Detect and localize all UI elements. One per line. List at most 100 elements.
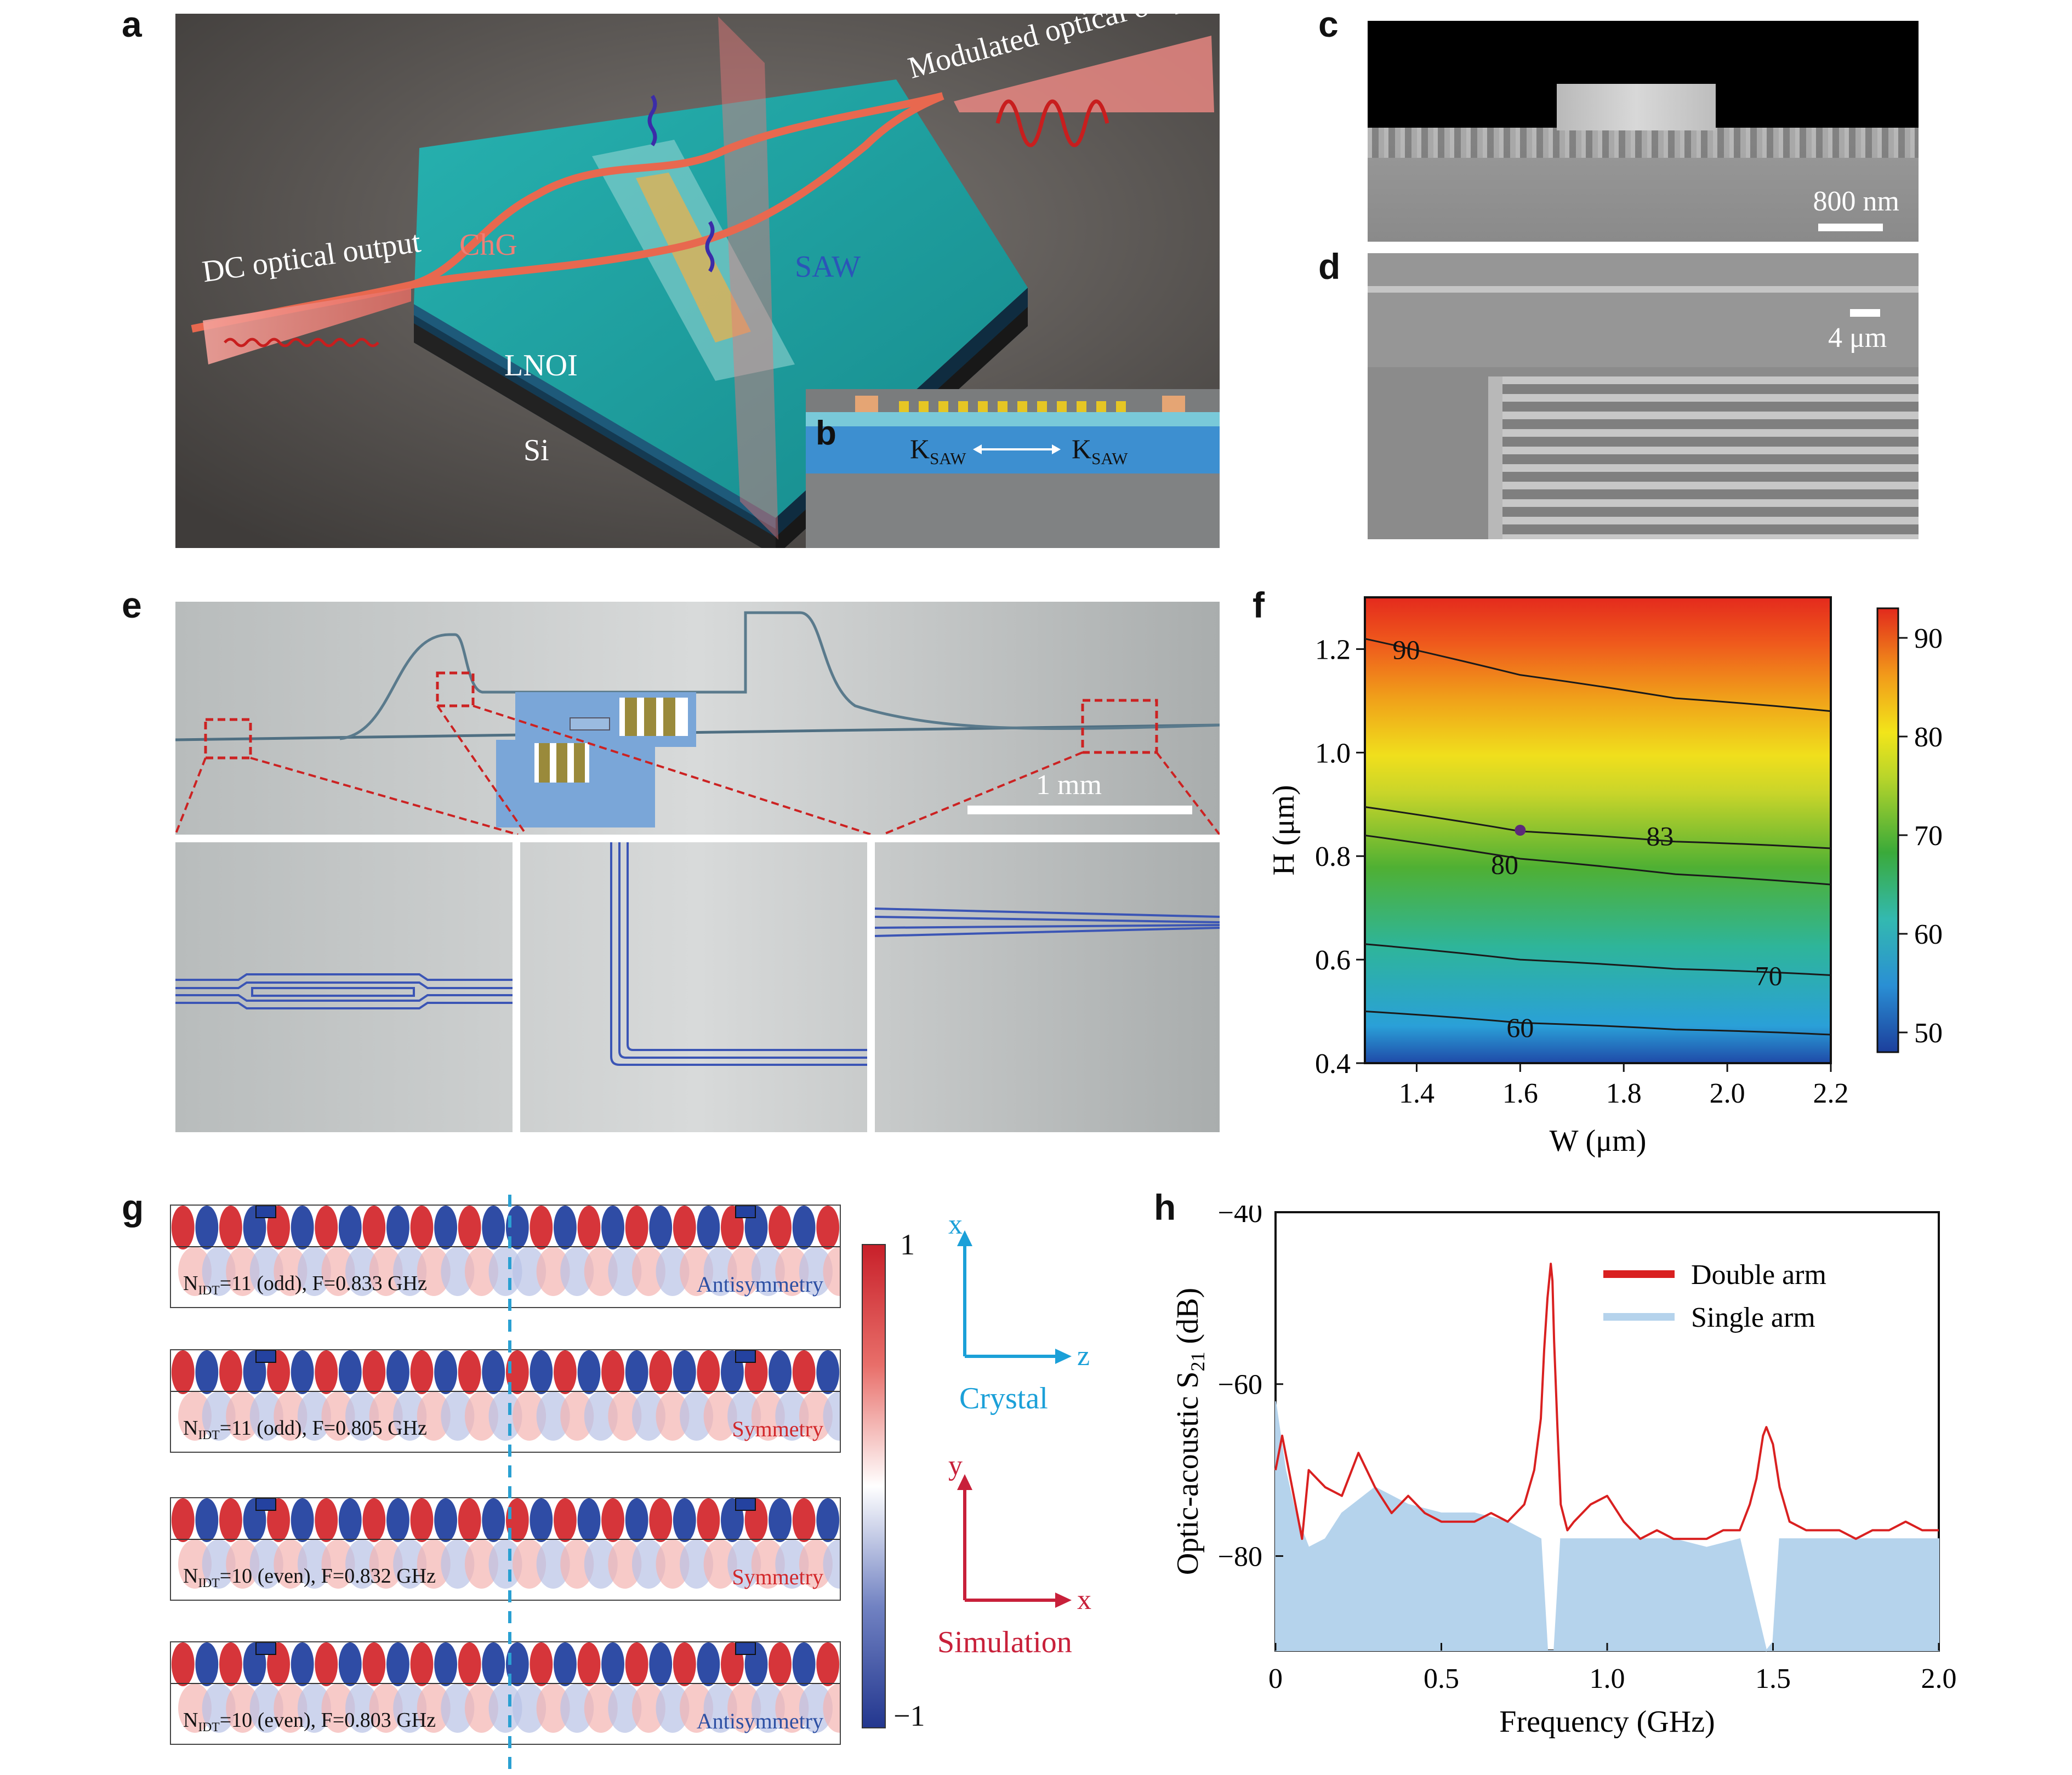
x-tick-label-f: 1.8 (1606, 1078, 1642, 1109)
simulation-name: Simulation (937, 1625, 1072, 1659)
field-lobe-deep (584, 1247, 618, 1296)
mode-label-sub: IDT (198, 1576, 220, 1591)
x-tick-label-h: 2.0 (1921, 1663, 1957, 1694)
double-arrow-icon (973, 444, 1061, 454)
panel-b-cross-section: b KSAW KSAW (806, 389, 1220, 548)
field-lobe (458, 1498, 481, 1542)
field-lobe-deep (775, 1391, 809, 1441)
zoom-combiner (874, 908, 1220, 937)
field-lobe-deep (297, 1539, 331, 1589)
y-tick-label-f: 0.4 (1315, 1048, 1351, 1080)
label-saw: SAW (795, 250, 861, 284)
y-tick-label-f: 0.8 (1315, 841, 1351, 872)
k-saw-left: KSAW (910, 433, 966, 468)
field-lobe-deep (751, 1391, 785, 1441)
legend-h: Double arm Single arm (1603, 1259, 1826, 1333)
field-lobe (219, 1206, 242, 1249)
field-lobe-deep (345, 1683, 379, 1733)
field-lobe (195, 1350, 219, 1394)
field-lobe-deep (775, 1247, 809, 1296)
x-tick-label-f: 1.4 (1399, 1078, 1435, 1109)
field-lobe-deep (488, 1539, 522, 1589)
field-lobe (649, 1350, 673, 1394)
electrode-left (255, 1350, 276, 1363)
field-lobe-deep (703, 1539, 737, 1589)
field-lobe-deep (417, 1539, 451, 1589)
y-tick-label-f: 1.2 (1315, 634, 1351, 665)
mode-map-row: NIDT=10 (even), F=0.832 GHz Symmetry (170, 1497, 841, 1601)
field-lobe-deep (417, 1391, 451, 1441)
field-lobe-deep (297, 1683, 331, 1733)
y-axis-label-f: H (μm) (1267, 785, 1301, 875)
field-lobe-deep (369, 1247, 403, 1296)
field-lobe (386, 1498, 409, 1542)
crystal-axes-icon (957, 1230, 1072, 1364)
field-lobe (769, 1498, 792, 1542)
field-lobe-deep (249, 1391, 283, 1441)
field-lobe-deep (321, 1683, 355, 1733)
field-lobe (530, 1206, 553, 1249)
crystal-x-label: x (948, 1209, 963, 1240)
field-lobe (338, 1642, 362, 1686)
field-lobe (410, 1498, 434, 1542)
field-lobe-deep (560, 1247, 594, 1296)
y-tick-label-h: −40 (1218, 1206, 1262, 1229)
panel-letter-e: e (122, 585, 142, 625)
contour-label-90: 90 (1393, 634, 1420, 665)
cross-section-bottom (806, 469, 1220, 548)
electrode-left (255, 1206, 276, 1218)
contour-label-83: 83 (1646, 820, 1673, 851)
field-lobe (458, 1206, 481, 1249)
field-lobe-deep (536, 1539, 570, 1589)
label-si: Si (523, 433, 549, 467)
g-colorbar-max: 1 (900, 1228, 915, 1261)
colorbar-tick-label: 90 (1914, 623, 1943, 654)
field-lobe-deep (584, 1539, 618, 1589)
field-lobe-deep (178, 1247, 212, 1296)
field-lobe (386, 1642, 409, 1686)
series-single-arm (1275, 1401, 1939, 1652)
mode-symmetry-label: Symmetry (732, 1417, 823, 1441)
field-lobe (530, 1642, 553, 1686)
sem-waveguide-ridge (1557, 84, 1716, 130)
field-lobe-deep (178, 1539, 212, 1589)
field-lobe (673, 1350, 696, 1394)
mode-label-rest: =10 (even), F=0.803 GHz (219, 1709, 436, 1732)
scale-bar-e-text: 1 mm (1036, 769, 1102, 801)
field-lobe (482, 1498, 505, 1542)
field-lobe (315, 1498, 338, 1542)
field-lobe (291, 1350, 314, 1394)
legend-label: Single arm (1691, 1302, 1815, 1333)
field-lobe-deep (680, 1683, 714, 1733)
field-lobe (816, 1498, 840, 1542)
panel-g: NIDT=11 (odd), F=0.833 GHz Antisymmetry NI… (170, 1195, 1102, 1775)
mode-label: NIDT=11 (odd), F=0.805 GHz (183, 1416, 427, 1442)
crystal-name: Crystal (959, 1382, 1048, 1416)
mode-symmetry-label: Antisymmetry (696, 1272, 823, 1297)
panel-letter-g: g (122, 1187, 144, 1228)
idt-busbar (1488, 376, 1502, 539)
y-axis-label-h: Optic-acoustic S21 (dB) (1171, 1288, 1209, 1575)
field-lobe-deep (680, 1391, 714, 1441)
field-lobe (577, 1642, 601, 1686)
mode-label-sub: IDT (198, 1720, 220, 1735)
field-lobe-deep (631, 1539, 665, 1589)
x-tick-label-h: 0.5 (1424, 1663, 1459, 1694)
field-lobe (386, 1350, 409, 1394)
field-lobe-deep (202, 1391, 236, 1441)
mode-symmetry-label: Symmetry (732, 1565, 823, 1589)
y-tick-label-h: −80 (1218, 1541, 1262, 1572)
panel-letter-d: d (1318, 246, 1341, 287)
field-lobe-deep (249, 1247, 283, 1296)
y-axis-label-h-unit: (dB) (1171, 1288, 1205, 1352)
contour-label-80: 80 (1491, 849, 1518, 880)
mode-label-n: N (183, 1272, 198, 1295)
field-lobe-deep (584, 1391, 618, 1441)
field-lobe-deep (656, 1247, 690, 1296)
field-lobe-deep (631, 1391, 665, 1441)
field-lobe-deep (297, 1247, 331, 1296)
field-lobe-deep (464, 1539, 498, 1589)
simulation-axes-icon (957, 1474, 1072, 1608)
field-lobe (625, 1642, 648, 1686)
field-lobe (601, 1642, 624, 1686)
